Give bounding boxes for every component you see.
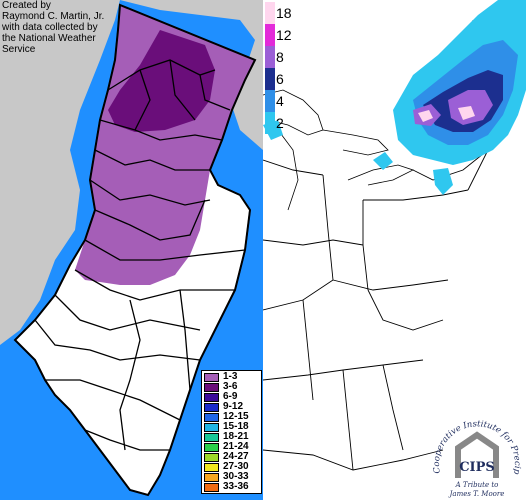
scale-swatch [265,2,275,24]
snow-contour-18b [458,106,475,120]
pennsylvania-land [0,0,120,345]
credit-line-1: Created by [2,0,51,11]
legend-item: 3-6 [204,382,259,392]
scale-label: 18 [276,5,292,21]
legend-swatch [204,372,219,382]
legend-item: 6-9 [204,392,259,402]
legend-item: 30-33 [204,472,259,482]
legend-item: 27-30 [204,462,259,472]
legend-swatch [204,392,219,402]
snow-area-3-6 [108,30,215,132]
legend-item: 15-18 [204,422,259,432]
nj-map-svg [0,0,263,500]
atlantic [423,40,526,500]
legend-swatch [204,382,219,392]
scale-item: 2 [265,112,295,134]
cips-logo-svg: Cooperative Institute for Precipitation … [428,403,522,498]
scale-swatch [265,46,275,68]
credit-line-5: Service [2,44,36,55]
credit-line-3: with data collected by [2,22,98,33]
great-lakes [263,89,415,211]
scale-label: 8 [276,49,284,65]
credit-line-2: Raymond C. Martin, Jr. [2,11,105,22]
legend-item: 9-12 [204,402,259,412]
legend-swatch [204,462,219,472]
legend-label: 27-30 [223,461,249,472]
legend-label: 21-24 [223,441,249,452]
credit-line-4: the National Weather [2,33,96,44]
cips-tribute-line-2: James T. Moore [448,490,505,498]
nj-outline [13,3,257,497]
cips-tribute-line-1: A Tribute to [455,481,499,489]
county-borders [34,59,246,451]
legend-swatch [204,422,219,432]
legend-swatch [204,482,219,492]
scale-item: 18 [265,2,295,24]
new-jersey-snowfall-map [0,0,263,500]
scale-label: 4 [276,93,284,109]
credit-text: Created by Raymond C. Martin, Jr. with d… [2,0,132,55]
scale-label: 6 [276,71,284,87]
snow-blob-west [373,152,393,170]
scale-swatch [265,90,275,112]
legend-swatch [204,442,219,452]
legend-label: 24-27 [223,451,249,462]
legend-swatch [204,432,219,442]
legend-item: 21-24 [204,442,259,452]
scale-swatch [265,112,275,134]
legend-label: 9-12 [223,401,244,412]
scale-item: 4 [265,90,295,112]
scale-label: 12 [276,27,292,43]
legend-item: 18-21 [204,432,259,442]
snowfall-scale: 18 12 8 6 4 2 [265,2,295,134]
legend-swatch [204,472,219,482]
new-york-land [120,0,263,150]
legend-label: 15-18 [223,421,249,432]
legend-item: 12-15 [204,412,259,422]
scale-label: 2 [276,115,284,131]
cips-logo: Cooperative Institute for Precipitation … [428,403,526,500]
legend-item: 1-3 [204,372,259,382]
snowfall-legend: 1-3 3-6 6-9 9-12 12-15 15-18 18-21 21-24 24-27 27… [201,370,262,494]
legend-label: 1-3 [223,371,238,382]
cips-acronym: CIPS [459,460,495,475]
scale-swatch [265,68,275,90]
scale-item: 6 [265,68,295,90]
ne-map-svg [263,0,526,500]
legend-swatch [204,402,219,412]
northeast-snowfall-map [263,0,526,500]
legend-label: 12-15 [223,411,249,422]
cips-arch-icon [455,431,499,478]
snow-contour-18 [418,110,433,122]
scale-item: 8 [265,46,295,68]
legend-label: 18-21 [223,431,249,442]
snow-blob-south [433,168,453,195]
legend-label: 3-6 [223,381,238,392]
legend-swatch [204,412,219,422]
legend-item: 24-27 [204,452,259,462]
scale-swatch [265,24,275,46]
legend-item: 33-36 [204,482,259,492]
legend-swatch [204,452,219,462]
legend-label: 30-33 [223,471,249,482]
legend-label: 6-9 [223,391,238,402]
scale-item: 12 [265,24,295,46]
legend-label: 33-36 [223,481,249,492]
